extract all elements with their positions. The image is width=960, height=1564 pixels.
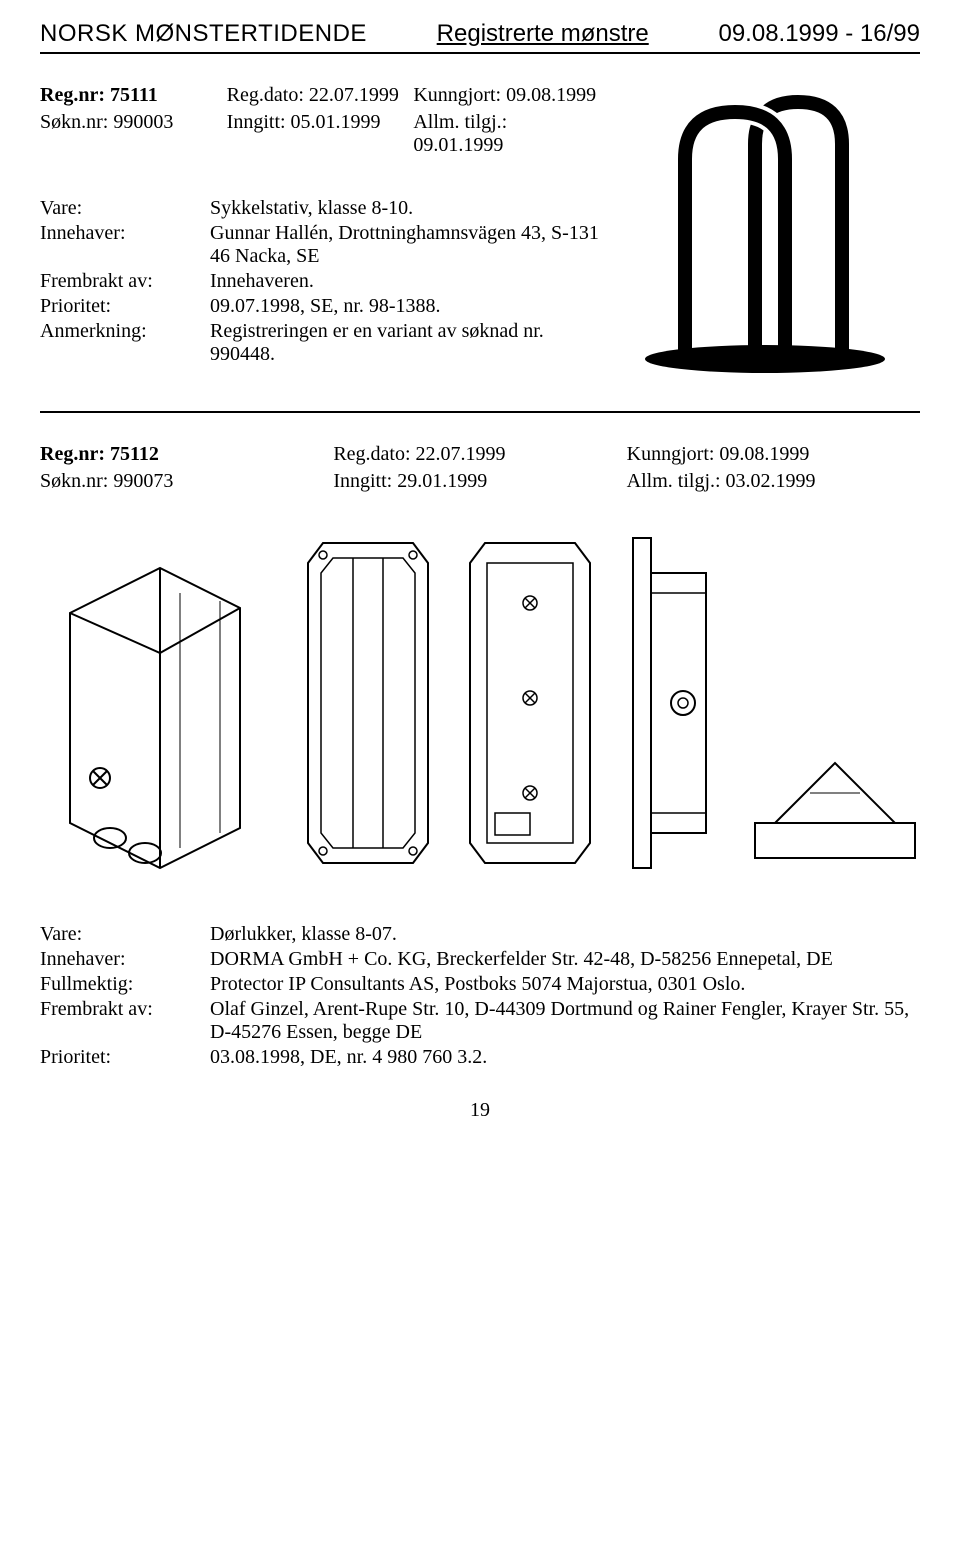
entry2-innehaver-value: DORMA GmbH + Co. KG, Breckerfelder Str. … [210, 948, 920, 971]
entry1-innehaver-label: Innehaver: [40, 222, 210, 268]
entry2-frembrakt-label: Frembrakt av: [40, 998, 210, 1044]
entry1-vare-label: Vare: [40, 197, 210, 220]
entry2-tilgj: Allm. tilgj.: 03.02.1999 [627, 470, 920, 493]
entry1-vare-value: Sykkelstativ, klasse 8-10. [210, 197, 600, 220]
entry1-soknnr: Søkn.nr: 990003 [40, 111, 227, 157]
entry1-frembrakt-value: Innehaveren. [210, 270, 600, 293]
entry2-soknnr: Søkn.nr: 990073 [40, 470, 333, 493]
page-header: NORSK MØNSTERTIDENDE Registrerte mønstre… [40, 20, 920, 54]
door-closer-perspective-icon [40, 553, 270, 873]
entry1-frembrakt-label: Frembrakt av: [40, 270, 210, 293]
entry2-fullmektig-label: Fullmektig: [40, 973, 210, 996]
header-center: Registrerte mønstre [437, 20, 649, 48]
entry-75112: Reg.nr: 75112 Reg.dato: 22.07.1999 Kunng… [40, 443, 920, 1069]
door-closer-back-icon [465, 533, 595, 873]
entry1-details: Vare: Sykkelstativ, klasse 8-10. Innehav… [40, 197, 600, 366]
entry2-figures [40, 533, 920, 873]
entry2-inngitt: Inngitt: 29.01.1999 [333, 470, 626, 493]
door-closer-front-icon [303, 533, 433, 873]
entry2-prioritet-value: 03.08.1998, DE, nr. 4 980 760 3.2. [210, 1046, 920, 1069]
entry2-kunngjort: Kunngjort: 09.08.1999 [627, 443, 920, 466]
door-closer-endcap-icon [750, 743, 920, 873]
entry2-details: Vare: Dørlukker, klasse 8-07. Innehaver:… [40, 923, 920, 1069]
entry1-regnr: Reg.nr: 75111 [40, 84, 158, 106]
entry2-fullmektig-value: Protector IP Consultants AS, Postboks 50… [210, 973, 920, 996]
entry2-vare-value: Dørlukker, klasse 8-07. [210, 923, 920, 946]
entry2-frembrakt-value: Olaf Ginzel, Arent-Rupe Str. 10, D-44309… [210, 998, 920, 1044]
entry-75111: Reg.nr: 75111 Reg.dato: 22.07.1999 Kunng… [40, 84, 920, 386]
entry1-anmerkning-label: Anmerkning: [40, 320, 210, 366]
entry1-prioritet-value: 09.07.1998, SE, nr. 98-1388. [210, 295, 600, 318]
entry1-kunngjort: Kunngjort: 09.08.1999 [413, 84, 600, 107]
entry2-regdato: Reg.dato: 22.07.1999 [333, 443, 626, 466]
entry1-innehaver-value: Gunnar Hallén, Drottninghamnsvägen 43, S… [210, 222, 600, 268]
entry2-prioritet-label: Prioritet: [40, 1046, 210, 1069]
entry-divider [40, 411, 920, 413]
entry2-vare-label: Vare: [40, 923, 210, 946]
header-right: 09.08.1999 - 16/99 [718, 20, 920, 48]
entry2-regnr: Reg.nr: 75112 [40, 443, 159, 465]
page-number: 19 [40, 1099, 920, 1122]
door-closer-side-icon [628, 533, 718, 873]
entry1-prioritet-label: Prioritet: [40, 295, 210, 318]
header-left: NORSK MØNSTERTIDENDE [40, 20, 367, 48]
entry1-meta: Reg.nr: 75111 Reg.dato: 22.07.1999 Kunng… [40, 84, 600, 386]
entry2-innehaver-label: Innehaver: [40, 948, 210, 971]
entry1-inngitt: Inngitt: 05.01.1999 [227, 111, 414, 157]
entry1-anmerkning-value: Registreringen er en variant av søknad n… [210, 320, 600, 366]
entry1-regdato: Reg.dato: 22.07.1999 [227, 84, 414, 107]
bike-rack-icon [640, 84, 900, 384]
entry1-figure [620, 84, 920, 384]
entry1-tilgj: Allm. tilgj.: 09.01.1999 [413, 111, 600, 157]
